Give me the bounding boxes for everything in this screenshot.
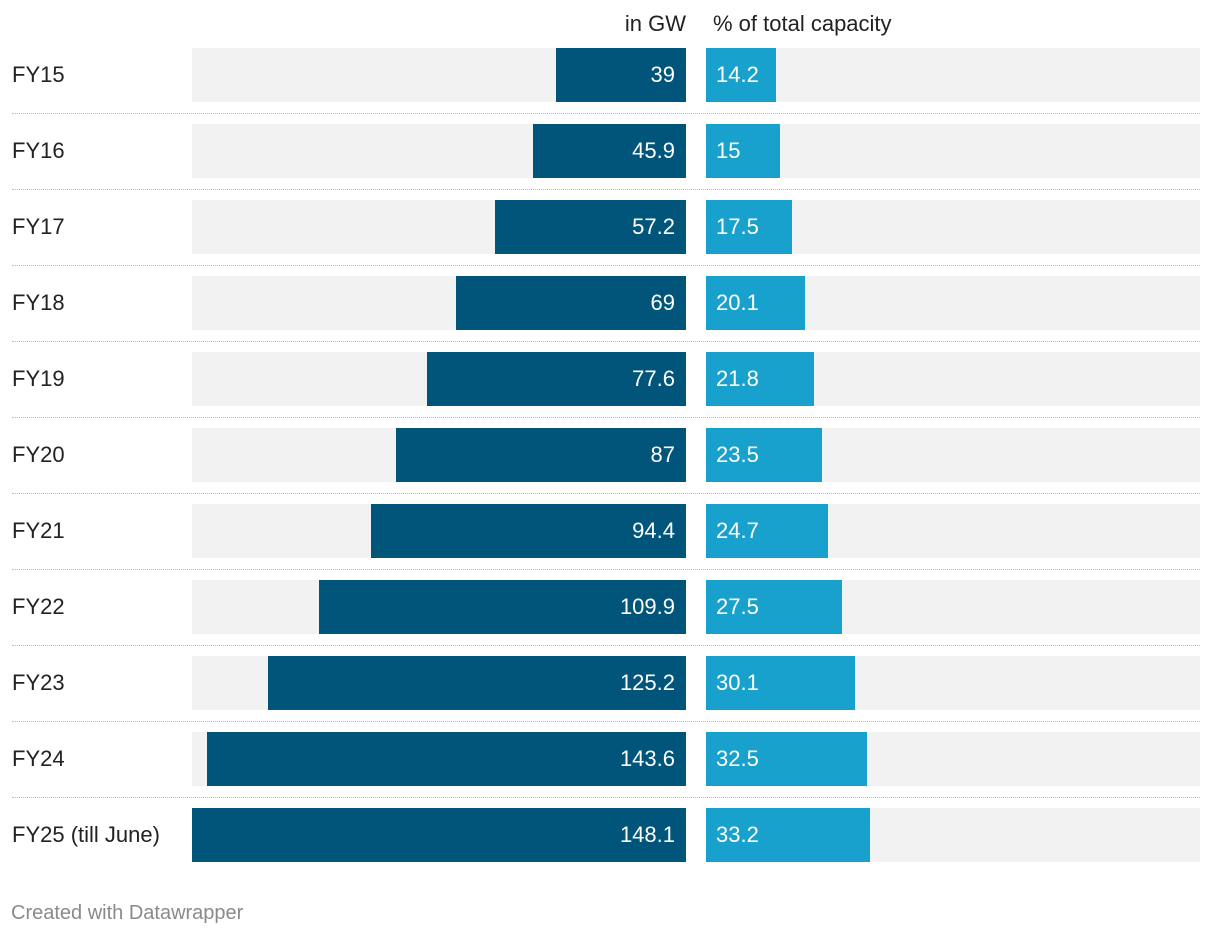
gw-value-label: 109.9 <box>619 594 675 619</box>
pct-bar <box>706 808 870 862</box>
chart-row: FY15 39 14.2 <box>0 48 1220 124</box>
pct-value-label: 20.1 <box>716 290 759 315</box>
footer-credit: Created with Datawrapper <box>11 902 244 924</box>
gw-bar <box>556 48 686 102</box>
pct-value-label: 21.8 <box>716 366 759 391</box>
gw-value-label: 77.6 <box>632 366 675 391</box>
pct-bar <box>706 656 855 710</box>
chart-row: FY19 77.6 21.8 <box>0 352 1220 428</box>
chart-row: FY23 125.2 30.1 <box>0 656 1220 732</box>
pct-bar <box>706 352 814 406</box>
category-label: FY24 <box>12 746 65 771</box>
chart-row: FY22 109.9 27.5 <box>0 580 1220 656</box>
column-header-gw: in GW <box>624 11 686 36</box>
pct-value-label: 15 <box>716 138 741 163</box>
gw-bar <box>319 580 686 634</box>
gw-bar <box>268 656 686 710</box>
pct-value-label: 33.2 <box>716 822 759 847</box>
pct-value-label: 14.2 <box>716 62 759 87</box>
gw-bar <box>456 276 686 330</box>
row-separator <box>12 265 1200 266</box>
gw-bar <box>533 124 686 178</box>
pct-bar <box>706 428 822 482</box>
gw-bar <box>396 428 686 482</box>
row-separator <box>12 113 1200 114</box>
chart-row: FY16 45.9 15 <box>0 124 1220 200</box>
pct-bar-background <box>706 48 1200 102</box>
chart-row: FY21 94.4 24.7 <box>0 504 1220 580</box>
row-separator <box>12 569 1200 570</box>
row-separator <box>12 417 1200 418</box>
pct-bar <box>706 580 842 634</box>
category-label: FY25 (till June) <box>12 822 160 847</box>
pct-bar <box>706 200 792 254</box>
chart-row: FY25 (till June) 148.1 33.2 <box>0 808 1220 884</box>
category-label: FY21 <box>12 518 65 543</box>
pct-bar <box>706 48 776 102</box>
gw-bar <box>495 200 686 254</box>
pct-value-label: 23.5 <box>716 442 759 467</box>
gw-value-label: 87 <box>650 442 675 467</box>
pct-value-label: 27.5 <box>716 594 759 619</box>
chart-row: FY20 87 23.5 <box>0 428 1220 504</box>
gw-value-label: 125.2 <box>619 670 675 695</box>
row-separator <box>12 645 1200 646</box>
gw-value-label: 143.6 <box>619 746 675 771</box>
row-separator <box>12 189 1200 190</box>
category-label: FY19 <box>12 366 65 391</box>
row-separator <box>12 341 1200 342</box>
gw-value-label: 148.1 <box>619 822 675 847</box>
pct-value-label: 24.7 <box>716 518 759 543</box>
pct-bar <box>706 124 780 178</box>
pct-value-label: 32.5 <box>716 746 759 771</box>
pct-bar-background <box>706 124 1200 178</box>
gw-value-label: 39 <box>650 62 675 87</box>
pct-value-label: 17.5 <box>716 214 759 239</box>
pct-bar <box>706 276 805 330</box>
pct-bar <box>706 504 828 558</box>
category-label: FY15 <box>12 62 65 87</box>
column-header-pct: % of total capacity <box>713 11 892 36</box>
category-label: FY18 <box>12 290 65 315</box>
gw-value-label: 69 <box>650 290 675 315</box>
chart-row: FY24 143.6 32.5 <box>0 732 1220 808</box>
gw-bar <box>427 352 686 406</box>
chart-row: FY18 69 20.1 <box>0 276 1220 352</box>
chart-row: FY17 57.2 17.5 <box>0 200 1220 276</box>
row-separator <box>12 797 1200 798</box>
gw-bar <box>207 732 686 786</box>
gw-bar <box>371 504 686 558</box>
pct-bar <box>706 732 867 786</box>
gw-value-label: 45.9 <box>632 138 675 163</box>
category-label: FY20 <box>12 442 65 467</box>
category-label: FY17 <box>12 214 65 239</box>
gw-value-label: 94.4 <box>632 518 675 543</box>
row-separator <box>12 493 1200 494</box>
row-separator <box>12 721 1200 722</box>
pct-value-label: 30.1 <box>716 670 759 695</box>
gw-value-label: 57.2 <box>632 214 675 239</box>
gw-bar <box>192 808 686 862</box>
category-label: FY23 <box>12 670 65 695</box>
category-label: FY16 <box>12 138 65 163</box>
category-label: FY22 <box>12 594 65 619</box>
